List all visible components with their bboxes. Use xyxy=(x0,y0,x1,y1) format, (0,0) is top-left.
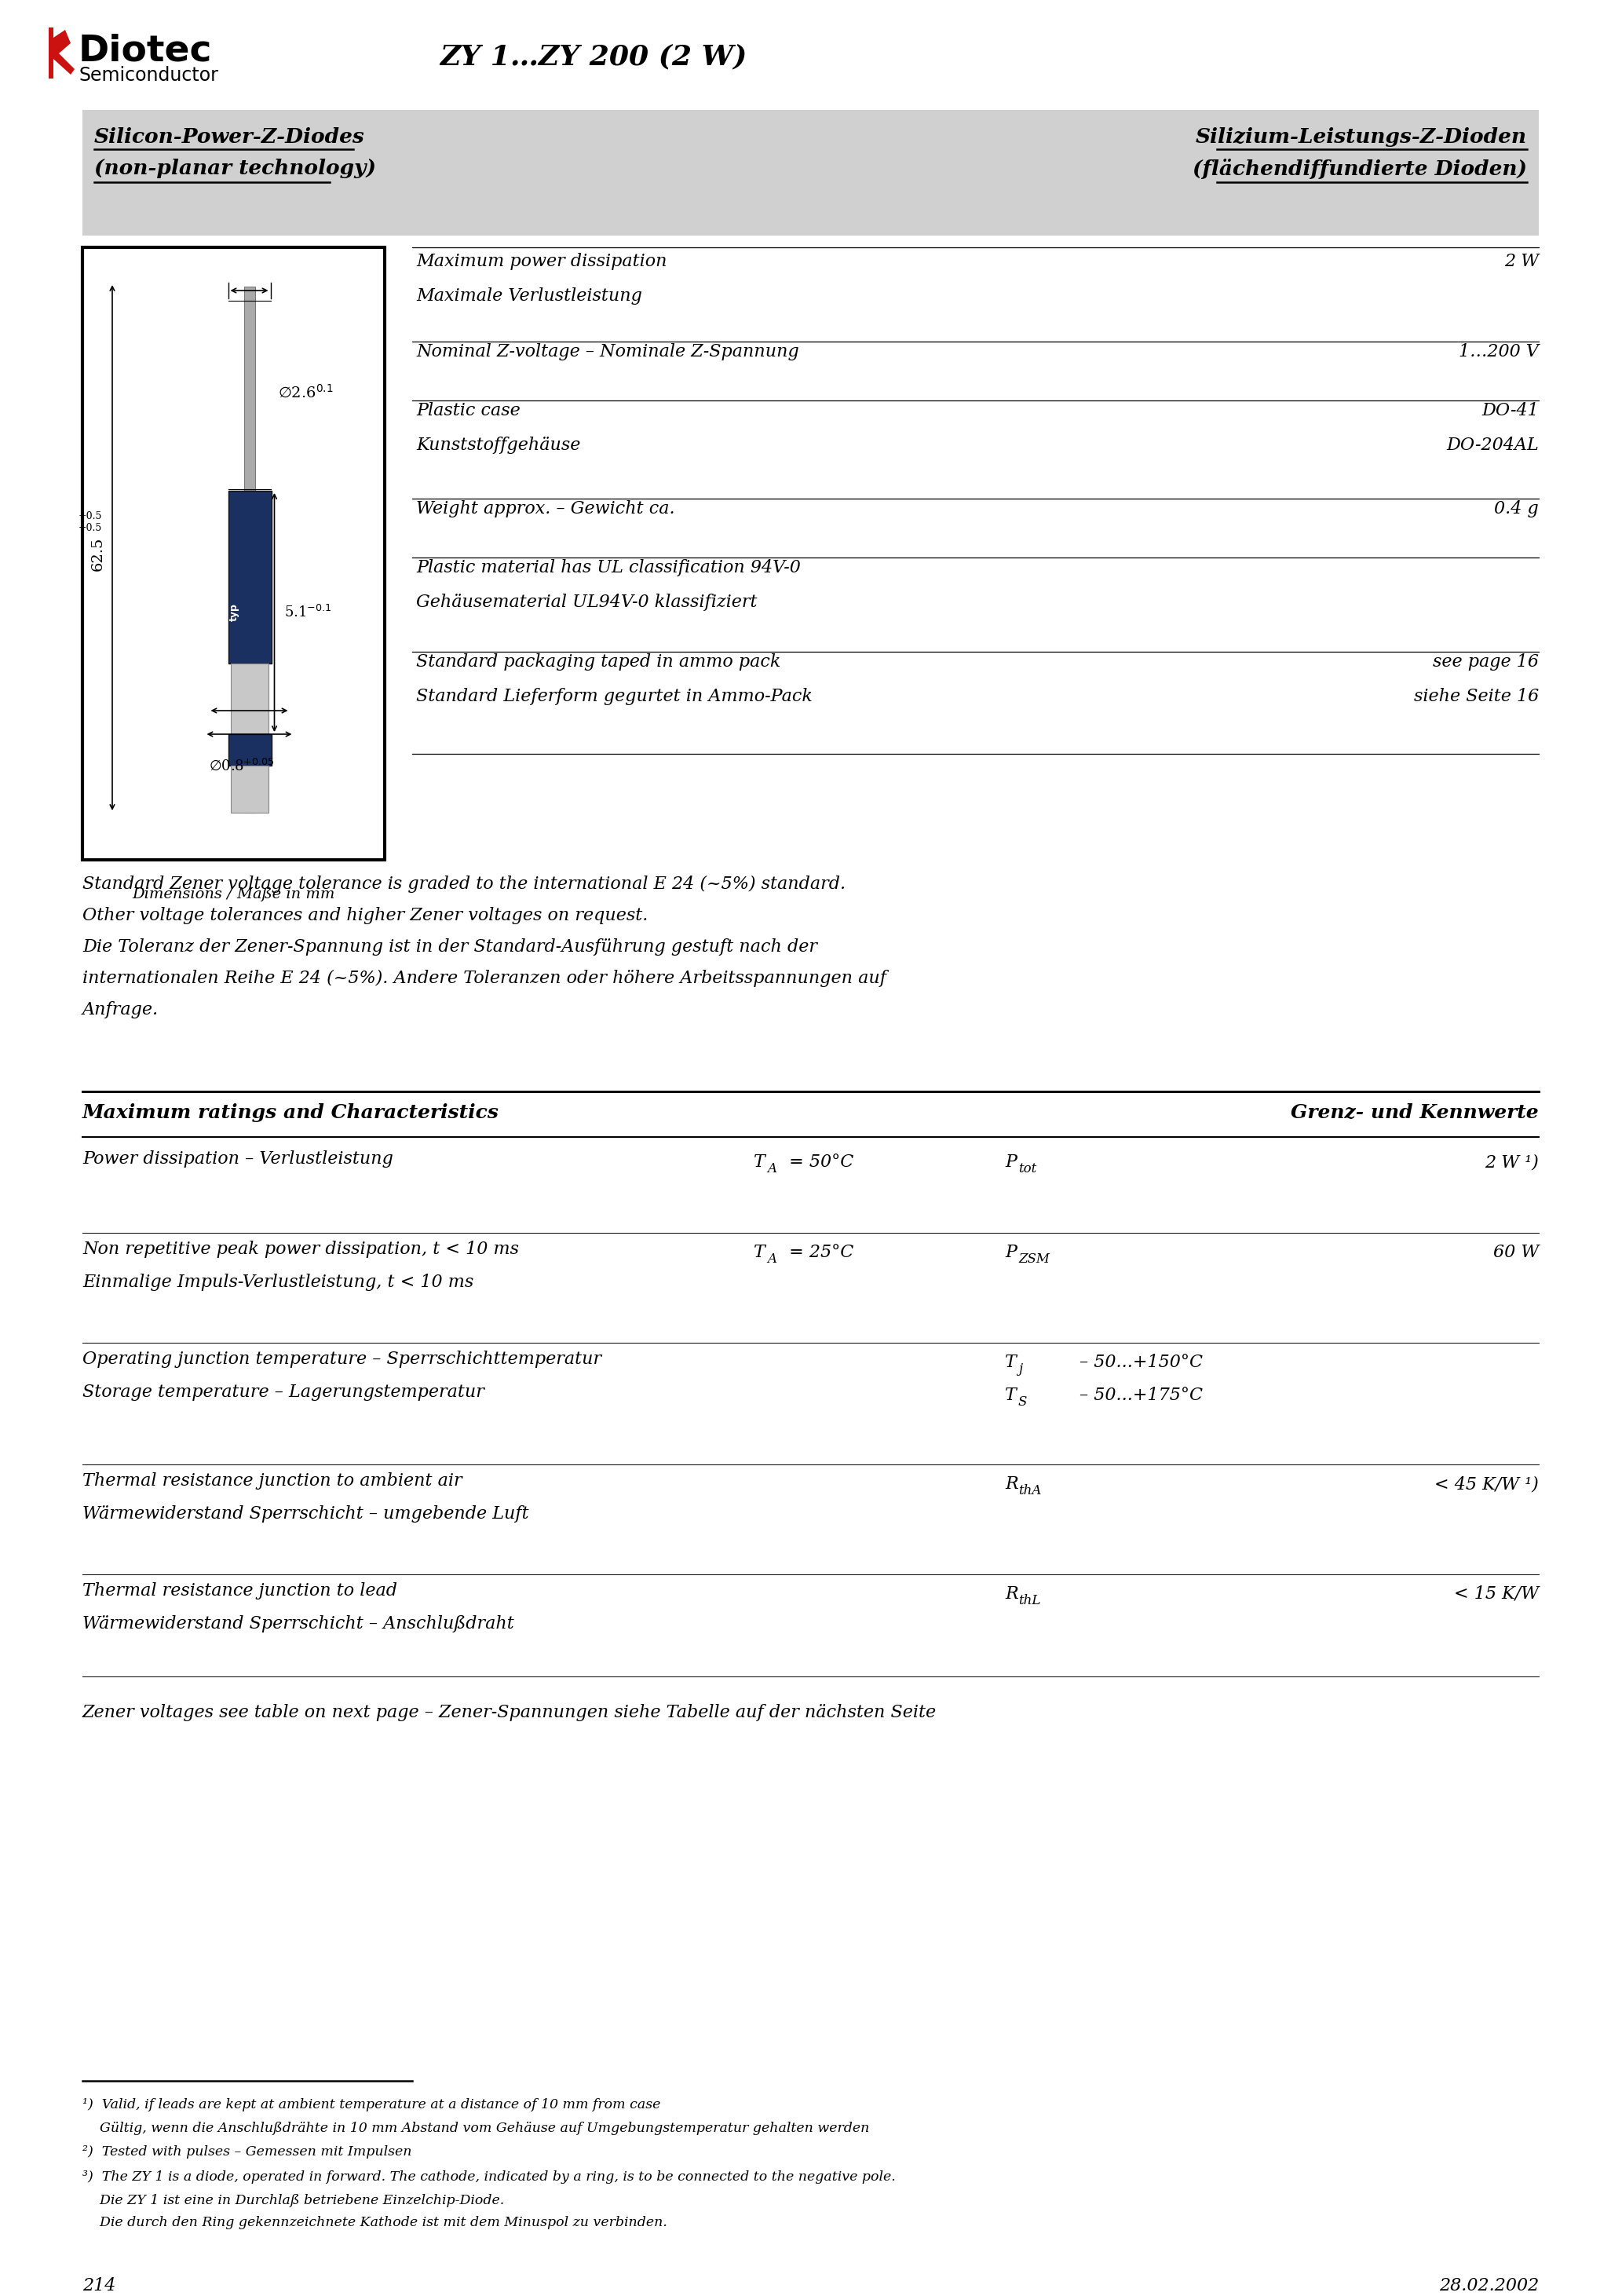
Text: Nominal Z-voltage – Nominale Z-Spannung: Nominal Z-voltage – Nominale Z-Spannung xyxy=(417,342,800,360)
Text: Standard Lieferform gegurtet in Ammo-Pack: Standard Lieferform gegurtet in Ammo-Pac… xyxy=(417,689,813,705)
Text: Wärmewiderstand Sperrschicht – umgebende Luft: Wärmewiderstand Sperrschicht – umgebende… xyxy=(83,1506,529,1522)
Text: ZY 1…ZY 200 (2 W): ZY 1…ZY 200 (2 W) xyxy=(440,44,746,69)
Text: Standard Zener voltage tolerance is graded to the international E 24 (~5%) stand: Standard Zener voltage tolerance is grad… xyxy=(83,875,845,893)
Text: T: T xyxy=(1006,1387,1017,1403)
Text: Die Toleranz der Zener-Spannung ist in der Standard-Ausführung gestuft nach der: Die Toleranz der Zener-Spannung ist in d… xyxy=(83,939,817,955)
Text: = 25°C: = 25°C xyxy=(783,1244,853,1261)
Text: Maximum ratings and Characteristics: Maximum ratings and Characteristics xyxy=(83,1104,500,1123)
Bar xyxy=(83,110,1539,236)
Text: P: P xyxy=(1006,1244,1017,1261)
Text: Gültig, wenn die Anschlußdrähte in 10 mm Abstand vom Gehäuse auf Umgebungstemper: Gültig, wenn die Anschlußdrähte in 10 mm… xyxy=(83,2122,869,2135)
Text: Die ZY 1 ist eine in Durchlaß betriebene Einzelchip-Diode.: Die ZY 1 ist eine in Durchlaß betriebene… xyxy=(83,2195,504,2206)
Text: 28.02.2002: 28.02.2002 xyxy=(1439,2278,1539,2294)
Bar xyxy=(230,765,268,813)
Text: typ: typ xyxy=(229,604,240,622)
Text: ZSM: ZSM xyxy=(1019,1251,1049,1265)
Text: Plastic material has UL classification 94V-0: Plastic material has UL classification 9… xyxy=(417,560,801,576)
Text: Grenz- und Kennwerte: Grenz- und Kennwerte xyxy=(1291,1104,1539,1123)
Text: Plastic case: Plastic case xyxy=(417,402,521,420)
Text: Maximum power dissipation: Maximum power dissipation xyxy=(417,253,667,271)
Text: DO-41: DO-41 xyxy=(1481,402,1539,420)
Text: DO-204AL: DO-204AL xyxy=(1447,436,1539,455)
Text: 2 W: 2 W xyxy=(1504,253,1539,271)
Text: Maximale Verlustleistung: Maximale Verlustleistung xyxy=(417,287,642,305)
Text: T: T xyxy=(754,1244,766,1261)
Text: – 50...+150°C: – 50...+150°C xyxy=(1080,1355,1204,1371)
Bar xyxy=(243,287,255,491)
Text: S: S xyxy=(1019,1396,1027,1410)
Text: R: R xyxy=(1006,1476,1019,1492)
Text: Weight approx. – Gewicht ca.: Weight approx. – Gewicht ca. xyxy=(417,501,675,517)
Text: 214: 214 xyxy=(83,2278,115,2294)
Text: Operating junction temperature – Sperrschichttemperatur: Operating junction temperature – Sperrsc… xyxy=(83,1350,602,1368)
Text: ²)  Tested with pulses – Gemessen mit Impulsen: ²) Tested with pulses – Gemessen mit Imp… xyxy=(83,2144,412,2158)
Text: T: T xyxy=(1006,1355,1017,1371)
Text: Silicon-Power-Z-Diodes: Silicon-Power-Z-Diodes xyxy=(94,126,365,147)
Text: +0.5
−0.5: +0.5 −0.5 xyxy=(78,512,102,533)
Text: (flächendiffundierte Dioden): (flächendiffundierte Dioden) xyxy=(1192,158,1526,179)
Bar xyxy=(229,491,271,664)
Text: Die durch den Ring gekennzeichnete Kathode ist mit dem Minuspol zu verbinden.: Die durch den Ring gekennzeichnete Katho… xyxy=(83,2216,667,2229)
Text: $\varnothing$2.6$^{0.1}$: $\varnothing$2.6$^{0.1}$ xyxy=(279,383,334,402)
Text: internationalen Reihe E 24 (~5%). Andere Toleranzen oder höhere Arbeitsspannunge: internationalen Reihe E 24 (~5%). Andere… xyxy=(83,969,886,987)
Text: ¹)  Valid, if leads are kept at ambient temperature at a distance of 10 mm from : ¹) Valid, if leads are kept at ambient t… xyxy=(83,2099,660,2112)
Text: Diotec: Diotec xyxy=(78,32,212,69)
Text: Power dissipation – Verlustleistung: Power dissipation – Verlustleistung xyxy=(83,1150,393,1169)
Text: ³)  The ZY 1 is a diode, operated in forward. The cathode, indicated by a ring, : ³) The ZY 1 is a diode, operated in forw… xyxy=(83,2170,895,2183)
Text: 1…200 V: 1…200 V xyxy=(1458,342,1539,360)
Text: – 50...+175°C: – 50...+175°C xyxy=(1080,1387,1204,1403)
Text: R: R xyxy=(1006,1584,1019,1603)
Text: T: T xyxy=(754,1153,766,1171)
Text: (non-planar technology): (non-planar technology) xyxy=(94,158,376,179)
Text: 0.4 g: 0.4 g xyxy=(1494,501,1539,517)
Bar xyxy=(230,664,268,735)
Text: 62.5: 62.5 xyxy=(91,537,105,572)
Text: thA: thA xyxy=(1019,1483,1041,1497)
Text: = 50°C: = 50°C xyxy=(783,1153,853,1171)
Text: 60 W: 60 W xyxy=(1492,1244,1539,1261)
Text: A: A xyxy=(767,1251,777,1265)
Bar xyxy=(243,569,255,813)
Polygon shape xyxy=(49,28,75,78)
Text: 2 W ¹): 2 W ¹) xyxy=(1484,1153,1539,1171)
Text: j: j xyxy=(1019,1362,1022,1375)
Text: P: P xyxy=(1006,1153,1017,1171)
Text: 5.1$^{−0.1}$: 5.1$^{−0.1}$ xyxy=(284,604,333,620)
Text: Zener voltages see table on next page – Zener-Spannungen siehe Tabelle auf der n: Zener voltages see table on next page – … xyxy=(83,1704,938,1722)
Text: < 15 K/W: < 15 K/W xyxy=(1453,1584,1539,1603)
Bar xyxy=(83,248,384,859)
Text: Semiconductor: Semiconductor xyxy=(78,67,217,85)
Text: Silizium-Leistungs-Z-Dioden: Silizium-Leistungs-Z-Dioden xyxy=(1195,126,1526,147)
Text: Anfrage.: Anfrage. xyxy=(83,1001,159,1019)
Text: Storage temperature – Lagerungstemperatur: Storage temperature – Lagerungstemperatu… xyxy=(83,1384,485,1401)
Text: Kunststoffgehäuse: Kunststoffgehäuse xyxy=(417,436,581,455)
Text: see page 16: see page 16 xyxy=(1432,654,1539,670)
Text: Standard packaging taped in ammo pack: Standard packaging taped in ammo pack xyxy=(417,654,780,670)
Text: tot: tot xyxy=(1019,1162,1036,1176)
Text: Dimensions / Maße in mm: Dimensions / Maße in mm xyxy=(131,886,336,902)
Text: Non repetitive peak power dissipation, t < 10 ms: Non repetitive peak power dissipation, t… xyxy=(83,1240,519,1258)
Text: Thermal resistance junction to lead: Thermal resistance junction to lead xyxy=(83,1582,397,1600)
Text: $\varnothing$0.8$^{+0.05}$: $\varnothing$0.8$^{+0.05}$ xyxy=(209,758,274,774)
Text: Wärmewiderstand Sperrschicht – Anschlußdraht: Wärmewiderstand Sperrschicht – Anschlußd… xyxy=(83,1614,514,1632)
Text: siehe Seite 16: siehe Seite 16 xyxy=(1414,689,1539,705)
Text: < 45 K/W ¹): < 45 K/W ¹) xyxy=(1434,1476,1539,1492)
Text: thL: thL xyxy=(1019,1593,1041,1607)
Text: A: A xyxy=(767,1162,777,1176)
Text: Gehäusematerial UL94V-0 klassifiziert: Gehäusematerial UL94V-0 klassifiziert xyxy=(417,595,757,611)
Text: Other voltage tolerances and higher Zener voltages on request.: Other voltage tolerances and higher Zene… xyxy=(83,907,649,925)
Text: Einmalige Impuls-Verlustleistung, t < 10 ms: Einmalige Impuls-Verlustleistung, t < 10… xyxy=(83,1274,474,1290)
Text: Thermal resistance junction to ambient air: Thermal resistance junction to ambient a… xyxy=(83,1472,462,1490)
Bar xyxy=(229,735,271,765)
